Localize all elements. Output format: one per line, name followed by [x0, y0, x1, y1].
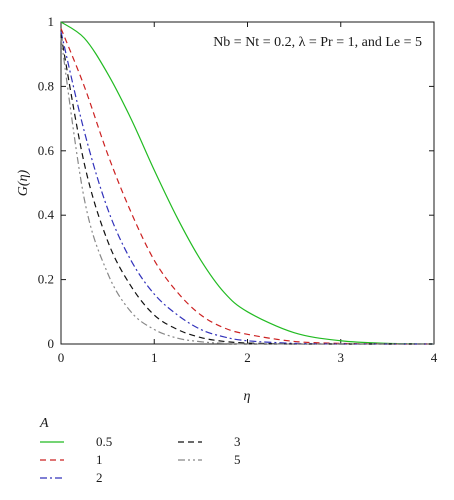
x-tick-label: 4	[431, 350, 438, 365]
series-line-2	[60, 31, 434, 345]
series-line-5	[60, 38, 434, 345]
y-tick-label: 0.6	[38, 143, 55, 158]
chart-annotation: Nb = Nt = 0.2, λ = Pr = 1, and Le = 5	[213, 35, 422, 50]
y-axis-label: G(η)	[16, 169, 31, 196]
y-tick-label: 0.8	[38, 78, 54, 93]
y-tick-label: 0.4	[38, 207, 55, 222]
y-tick-label: 1	[48, 14, 55, 29]
x-axis-label: η	[244, 389, 251, 404]
legend-label-3: 3	[234, 434, 241, 449]
series-line-3	[60, 34, 434, 345]
legend-label-1: 1	[96, 452, 103, 467]
legend-title: A	[39, 416, 49, 431]
x-tick-label: 1	[151, 350, 158, 365]
legend-label-2: 2	[96, 470, 103, 485]
y-tick-label: 0.2	[38, 272, 54, 287]
legend-label-0.5: 0.5	[96, 434, 112, 449]
series-line-0.5	[60, 21, 435, 345]
legend: 0.5 1 2 3 5	[40, 434, 241, 485]
series-line-1	[60, 28, 435, 345]
y-tick-label: 0	[48, 336, 55, 351]
x-tick-label: 0	[58, 350, 65, 365]
x-tick-label: 2	[244, 350, 251, 365]
legend-label-5: 5	[234, 452, 241, 467]
plot-frame	[60, 21, 435, 345]
x-tick-label: 3	[338, 350, 345, 365]
